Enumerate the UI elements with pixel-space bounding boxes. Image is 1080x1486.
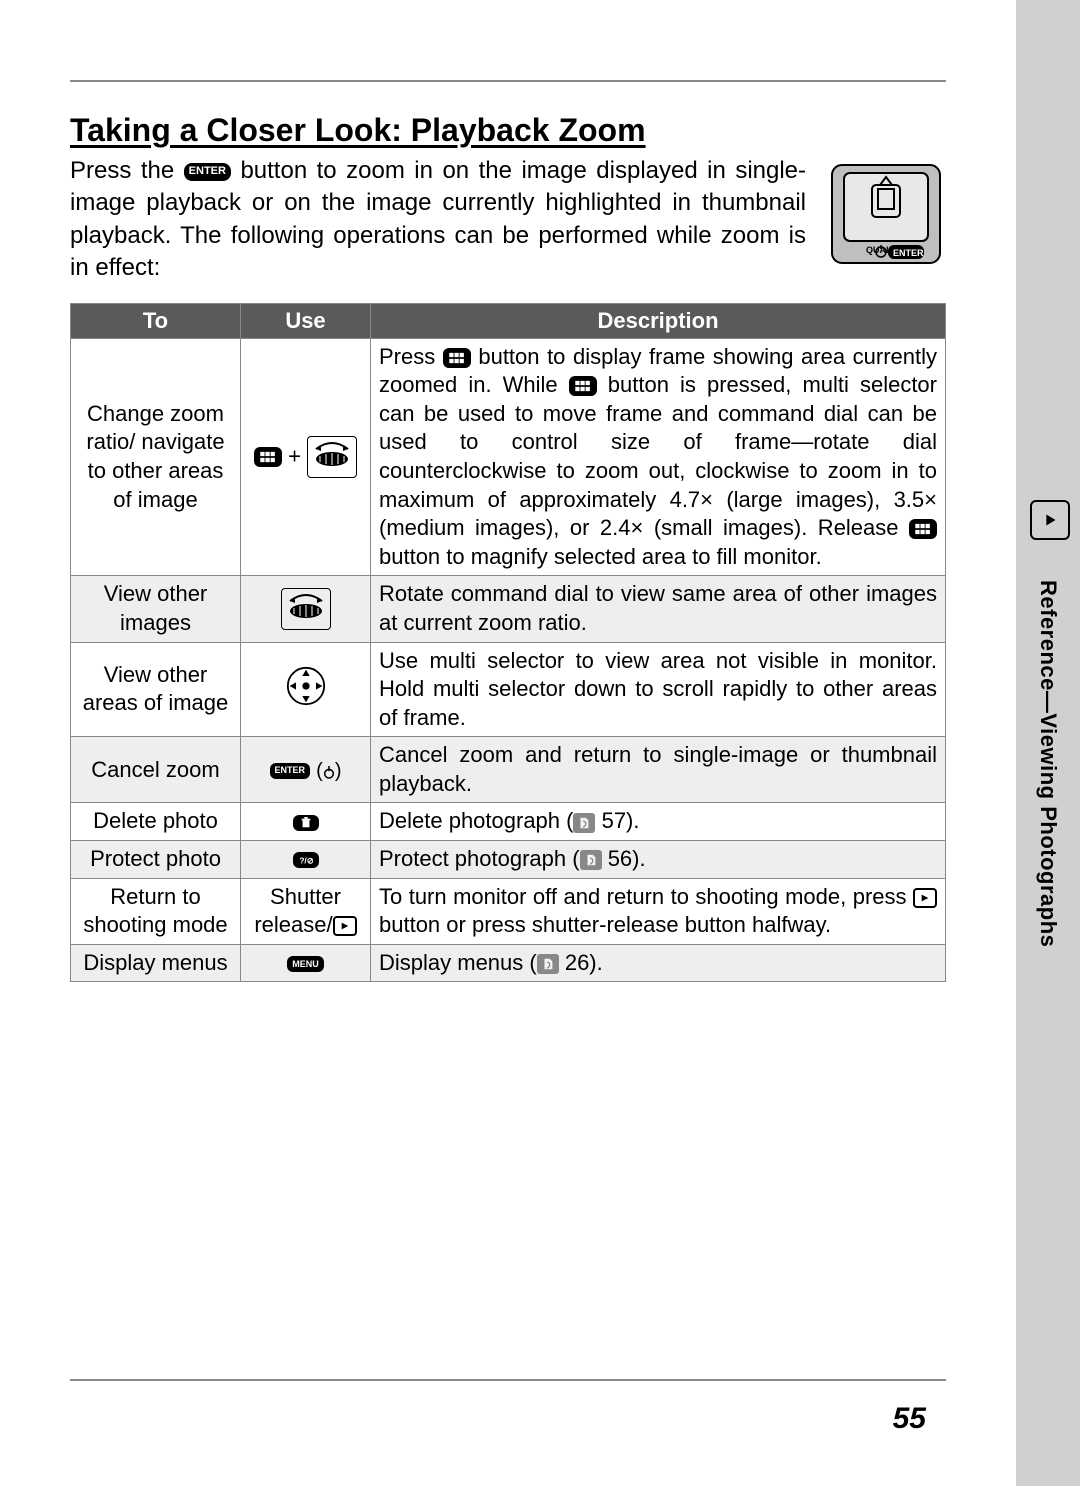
page-ref-icon [537,954,559,974]
trash-button-icon [293,815,319,831]
page-ref-icon [573,813,595,833]
manual-page: Taking a Closer Look: Playback Zoom Pres… [0,0,1016,1486]
thumbnail-icon [254,447,282,467]
table-row: Cancel zoomENTER ()Cancel zoom and retur… [71,737,946,803]
enter-button-icon: ENTER [270,763,311,779]
camera-illustration: QUAL ENTER [826,159,946,269]
table-row: Protect photo ?/⊘⊸ Protect photograph ( 56… [71,841,946,879]
cell-to: Return to shooting mode [71,878,241,944]
menu-button-icon: MENU [287,956,324,972]
cell-to: Display menus [71,944,241,982]
page-title: Taking a Closer Look: Playback Zoom [70,112,946,149]
table-row: View other areas of image Use multi selec… [71,642,946,737]
bottom-rule [70,1379,946,1381]
thumbnail-icon [569,376,597,396]
cell-use: ENTER () [241,737,371,803]
table-row: View other images Rotate command dial to … [71,576,946,642]
th-to: To [71,303,241,338]
cell-description: Delete photograph ( 57). [371,803,946,841]
cell-to: Change zoom ratio/ navigate to other are… [71,338,241,576]
cell-use: ?/⊘⊸ [241,841,371,879]
th-use: Use [241,303,371,338]
command-dial-icon [307,436,357,478]
cell-use [241,803,371,841]
playback-button-icon [333,916,357,936]
cell-use [241,642,371,737]
playback-section-icon [1030,500,1070,540]
playback-button-icon [913,888,937,908]
shutter-release-label-2: release/ [249,911,362,940]
qual-icon: () [316,760,341,782]
cell-description: Rotate command dial to view same area of… [371,576,946,642]
cell-use: MENU [241,944,371,982]
multi-selector-icon [286,666,326,714]
command-dial-icon [281,588,331,630]
svg-text:ENTER: ENTER [893,248,924,258]
page-number: 55 [893,1402,926,1436]
cell-description: Press button to display frame showing ar… [371,338,946,576]
svg-text:?/⊘⊸: ?/⊘⊸ [299,856,313,866]
intro-before: Press the [70,157,184,184]
cell-use [241,576,371,642]
shutter-release-label: Shutter [249,883,362,912]
intro-text: Press the ENTER button to zoom in on the… [70,155,806,285]
operations-table: To Use Description Change zoom ratio/ na… [70,303,946,983]
intro-wrap: Press the ENTER button to zoom in on the… [70,155,946,285]
cell-description: Protect photograph ( 56). [371,841,946,879]
cell-description: To turn monitor off and return to shooti… [371,878,946,944]
table-row: Display menus MENU Display menus ( 26). [71,944,946,982]
cell-description: Display menus ( 26). [371,944,946,982]
table-row: Delete photo Delete photograph ( 57). [71,803,946,841]
cell-to: View other areas of image [71,642,241,737]
page-ref-icon [580,850,602,870]
enter-button-icon: ENTER [184,163,231,181]
cell-to: Cancel zoom [71,737,241,803]
protect-button-icon: ?/⊘⊸ [293,852,319,868]
content-area: Taking a Closer Look: Playback Zoom Pres… [0,0,1016,1022]
cell-description: Use multi selector to view area not visi… [371,642,946,737]
side-tab-label: Reference—Viewing Photographs [1035,580,1061,947]
thumbnail-icon [909,519,937,539]
table-row: Change zoom ratio/ navigate to other are… [71,338,946,576]
cell-description: Cancel zoom and return to single-image o… [371,737,946,803]
side-tab: Reference—Viewing Photographs [1016,0,1080,1486]
cell-to: View other images [71,576,241,642]
cell-use: + [241,338,371,576]
th-desc: Description [371,303,946,338]
cell-use: Shutterrelease/ [241,878,371,944]
cell-to: Delete photo [71,803,241,841]
thumbnail-icon [443,348,471,368]
table-row: Return to shooting modeShutterrelease/To… [71,878,946,944]
cell-to: Protect photo [71,841,241,879]
top-rule [70,80,946,82]
